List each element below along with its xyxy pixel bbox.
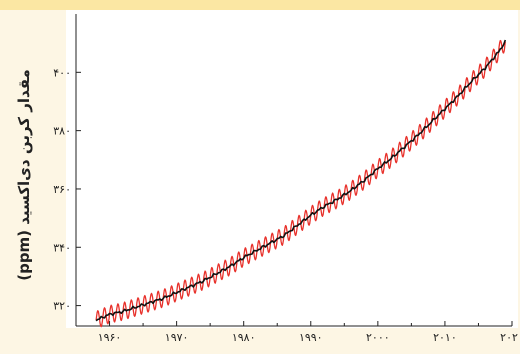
- monthly-co2-line: [95, 39, 506, 328]
- annual-trend-line: [95, 39, 507, 322]
- x-tick-label: ۱۹۸۰: [232, 331, 256, 344]
- x-tick-label: ۲۰۱۰: [433, 331, 457, 344]
- y-tick-label: ۳۲۰: [53, 300, 71, 313]
- y-axis-label: مقدار کربن دی‌اکسید (ppm): [15, 69, 33, 281]
- y-tick-label: ۴۰۰: [53, 66, 71, 79]
- plot-background: [66, 10, 518, 328]
- x-tick-label: ۱۹۶۰: [98, 331, 122, 344]
- y-tick-label: ۳۴۰: [53, 241, 71, 254]
- y-tick-label: ۳۸۰: [53, 125, 71, 138]
- x-tick-label: ۱۹۷۰: [165, 331, 189, 344]
- header-band: [0, 0, 520, 10]
- x-tick-label: ۲۰۲۰: [500, 331, 520, 344]
- y-tick-label: ۳۶۰: [53, 183, 71, 196]
- x-tick-label: ۱۹۹۰: [299, 331, 323, 344]
- x-tick-label: ۲۰۰۰: [366, 331, 390, 344]
